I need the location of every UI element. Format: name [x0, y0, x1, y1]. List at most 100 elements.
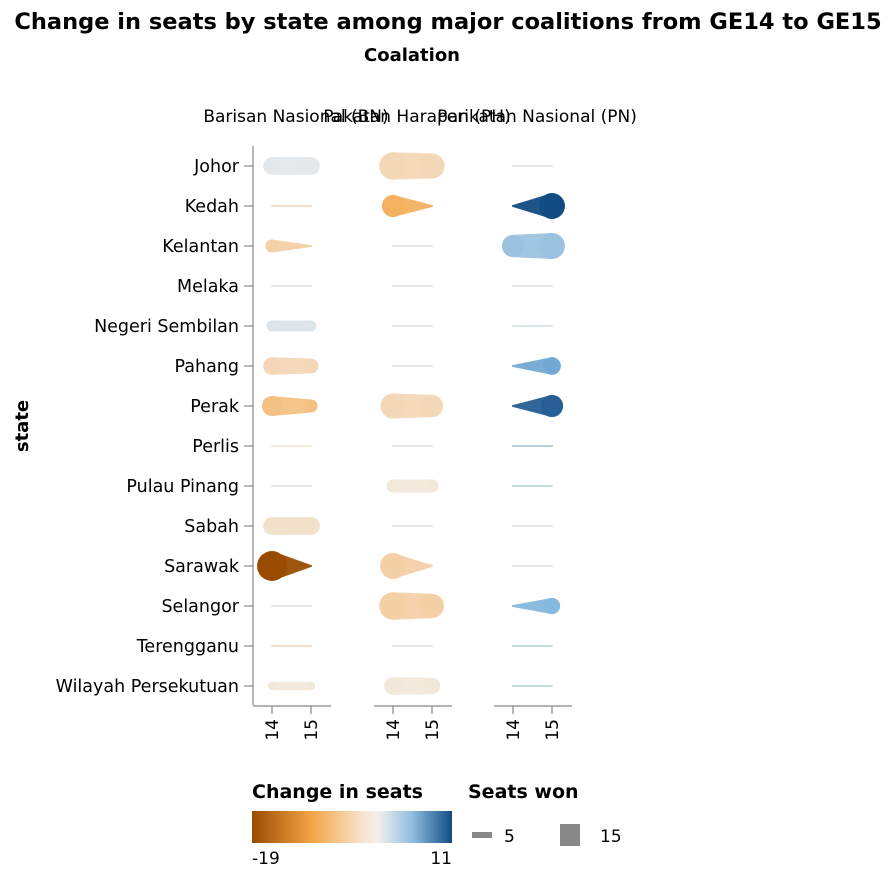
- point-14-sarawak: [512, 565, 514, 567]
- point-14-sarawak: [257, 551, 287, 581]
- state-label-negeri-sembilan: Negeri Sembilan: [94, 317, 239, 337]
- point-14-selangor: [512, 605, 514, 607]
- series-pulau-pinang: [386, 479, 439, 493]
- point-14-negeri-sembilan: [266, 320, 278, 332]
- trail-negeri-sembilan: [513, 325, 552, 327]
- trail-perlis: [513, 445, 552, 447]
- point-14-perlis: [512, 445, 514, 447]
- point-14-perak: [512, 405, 514, 407]
- point-15-perak: [420, 394, 444, 418]
- series-perlis: [512, 445, 553, 447]
- facet-title: Perikatan Nasional (PN): [437, 107, 637, 127]
- point-14-sabah: [392, 525, 394, 527]
- trail-terengganu: [393, 645, 432, 647]
- series-negeri-sembilan: [512, 325, 553, 327]
- series-melaka: [271, 285, 312, 287]
- state-label-sarawak: Sarawak: [164, 557, 240, 577]
- point-15-pulau-pinang: [551, 485, 553, 487]
- series-sabah: [263, 517, 320, 535]
- point-15-negeri-sembilan: [431, 325, 433, 327]
- state-label-pulau-pinang: Pulau Pinang: [126, 477, 239, 497]
- trail-melaka: [513, 285, 552, 287]
- point-14-pulau-pinang: [512, 485, 514, 487]
- point-14-kedah: [512, 205, 514, 207]
- series-pahang: [512, 357, 561, 375]
- x-tick-label: 14: [384, 719, 404, 741]
- chart-subtitle: Coalation: [364, 45, 460, 66]
- legend: Change in seats -19 11 Seats won 5 15: [252, 781, 622, 869]
- facet-perikatan-nasional-pn: Perikatan Nasional (PN) 14 15: [437, 107, 637, 741]
- state-label-kelantan: Kelantan: [162, 237, 239, 257]
- size-legend-symbol: [472, 832, 492, 838]
- point-14-pahang: [263, 357, 281, 375]
- point-15-terengganu: [310, 645, 312, 647]
- state-label-johor: Johor: [193, 157, 240, 177]
- point-14-pulau-pinang: [271, 485, 273, 487]
- series-terengganu: [512, 645, 553, 647]
- trail-negeri-sembilan: [393, 325, 432, 327]
- point-14-melaka: [271, 285, 273, 287]
- facets: Johor Kedah Kelantan Melaka Negeri Sembilan P…: [56, 107, 637, 741]
- point-15-negeri-sembilan: [305, 320, 317, 332]
- color-legend-gradient: [252, 811, 452, 843]
- point-15-wilayah-persekutuan: [423, 677, 441, 695]
- state-label-perak: Perak: [190, 397, 240, 417]
- series-kelantan: [392, 245, 433, 247]
- trail-pahang: [513, 357, 552, 375]
- point-15-pahang: [431, 365, 433, 367]
- x-tick-label: 14: [263, 719, 283, 741]
- point-14-pahang: [392, 365, 394, 367]
- color-legend-title: Change in seats: [252, 781, 423, 803]
- trail-wilayah-persekutuan: [513, 685, 552, 687]
- series-sarawak: [512, 565, 553, 567]
- series-sarawak: [257, 551, 312, 581]
- point-15-terengganu: [431, 645, 433, 647]
- point-14-kedah: [271, 205, 273, 207]
- point-14-terengganu: [512, 645, 514, 647]
- point-15-negeri-sembilan: [551, 325, 553, 327]
- trail-negeri-sembilan: [272, 320, 311, 332]
- trail-kelantan: [272, 239, 311, 253]
- point-15-pulau-pinang: [310, 485, 312, 487]
- trail-melaka: [272, 285, 311, 287]
- state-label-pahang: Pahang: [174, 357, 239, 377]
- trail-wilayah-persekutuan: [393, 677, 432, 695]
- color-legend-min: -19: [252, 849, 280, 869]
- x-tick-label: 15: [423, 719, 443, 741]
- point-15-johor: [419, 153, 445, 179]
- point-14-kedah: [381, 194, 405, 218]
- point-14-selangor: [271, 605, 273, 607]
- point-15-wilayah-persekutuan: [551, 685, 553, 687]
- x-axis: 14 15: [494, 705, 572, 741]
- point-14-wilayah-persekutuan: [267, 681, 277, 691]
- size-legend-symbol: [560, 824, 580, 846]
- point-15-perlis: [310, 445, 312, 447]
- point-15-pahang: [303, 358, 319, 374]
- point-15-johor: [302, 157, 320, 175]
- point-14-wilayah-persekutuan: [384, 677, 402, 695]
- trail-pulau-pinang: [513, 485, 552, 487]
- point-15-melaka: [551, 285, 553, 287]
- trail-kedah: [272, 205, 311, 207]
- series-perak: [261, 395, 318, 417]
- trail-kedah: [393, 194, 432, 218]
- point-14-sarawak: [380, 553, 406, 579]
- trail-sabah: [513, 525, 552, 527]
- state-label-wilayah-persekutuan: Wilayah Persekutuan: [56, 677, 239, 697]
- point-14-sabah: [263, 517, 281, 535]
- series-kedah: [381, 194, 433, 218]
- point-14-melaka: [392, 285, 394, 287]
- trail-sabah: [272, 517, 311, 535]
- point-15-kelantan: [310, 245, 312, 247]
- point-15-terengganu: [551, 645, 553, 647]
- point-15-selangor: [310, 605, 312, 607]
- point-14-terengganu: [271, 645, 273, 647]
- point-14-pulau-pinang: [386, 479, 400, 493]
- trail-sabah: [393, 525, 432, 527]
- facet-pakatan-harapan-ph: Pakatan Harapan (PH) 14 15: [323, 107, 510, 741]
- facet-title: Pakatan Harapan (PH): [323, 107, 510, 127]
- series-kelantan: [501, 233, 565, 259]
- point-15-wilayah-persekutuan: [306, 681, 316, 691]
- size-legend-label: 15: [600, 827, 622, 847]
- y-axis: Johor Kedah Kelantan Melaka Negeri Sembilan P…: [56, 146, 254, 705]
